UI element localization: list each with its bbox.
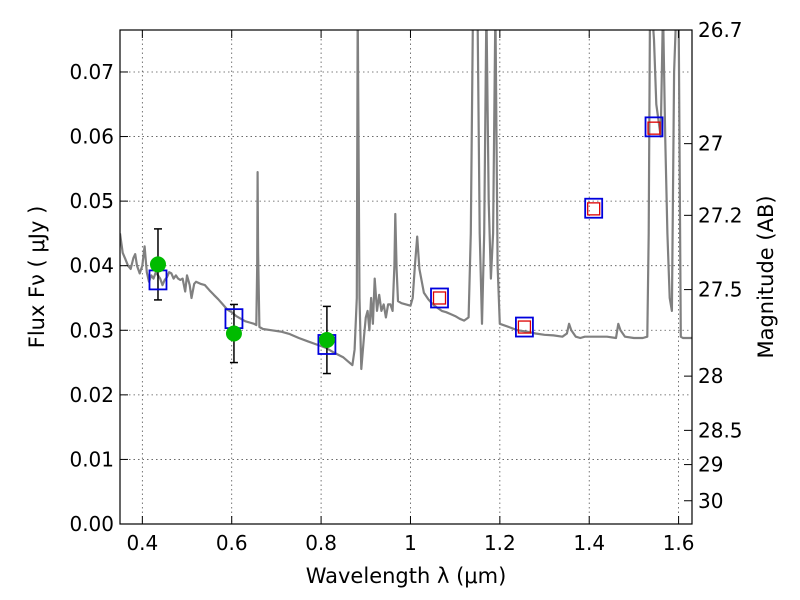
grid-lines [120, 30, 692, 525]
photometry-layer [148, 116, 664, 375]
x-axis-title: Wavelength λ (μm) [306, 564, 507, 588]
x-tick-label: 0.6 [216, 531, 248, 555]
y2-tick-label: 30 [698, 489, 723, 513]
axis-ticks: 0.4 0.6 0.8 1 1.2 1.4 1.6 0.00 0.01 0.02 0.03 0.04 0… [69, 18, 742, 555]
y-tick-label: 0.03 [69, 318, 114, 342]
fit-flux-square [432, 291, 447, 305]
y-tick-label: 0.05 [69, 189, 114, 213]
x-tick-label: 1.4 [573, 531, 605, 555]
y-tick-label: 0.06 [69, 125, 114, 149]
y-tick-label: 0.00 [69, 512, 114, 536]
model-flux-square [515, 316, 534, 338]
y2-tick-label: 28 [698, 364, 723, 388]
y2-tick-label: 29 [698, 453, 723, 477]
y-tick-label: 0.02 [69, 383, 114, 407]
y2-axis-title: Magnitude (AB) [754, 195, 778, 358]
observed-flux-point [318, 331, 335, 348]
model-flux-square [430, 287, 449, 309]
plot-frame [119, 29, 693, 525]
y-tick-label: 0.04 [69, 254, 114, 278]
x-tick-label: 0.8 [305, 531, 337, 555]
spectrum-line [120, 30, 692, 371]
x-tick-label: 0.4 [126, 531, 158, 555]
x-tick-label: 1.2 [484, 531, 516, 555]
y2-tick-label: 28.5 [698, 418, 743, 442]
y-tick-label: 0.07 [69, 60, 114, 84]
y2-tick-label: 27 [698, 132, 723, 156]
y2-tick-label: 27.5 [698, 278, 743, 302]
y2-tick-label: 26.7 [698, 18, 743, 42]
x-tick-label: 1.6 [663, 531, 695, 555]
y2-tick-label: 27.2 [698, 203, 743, 227]
spectrum-layer [120, 30, 692, 371]
model-flux-square [644, 116, 664, 138]
observed-flux-point [149, 256, 166, 273]
fit-flux-square [587, 202, 601, 216]
model-flux-square [584, 197, 604, 219]
observed-flux-point [225, 325, 242, 342]
y-axis-title: Flux Fν ( μJy ) [25, 206, 49, 349]
x-tick-label: 1 [404, 531, 417, 555]
fit-flux-square [517, 320, 532, 334]
y-tick-label: 0.01 [69, 447, 114, 471]
fit-flux-square [647, 121, 661, 135]
